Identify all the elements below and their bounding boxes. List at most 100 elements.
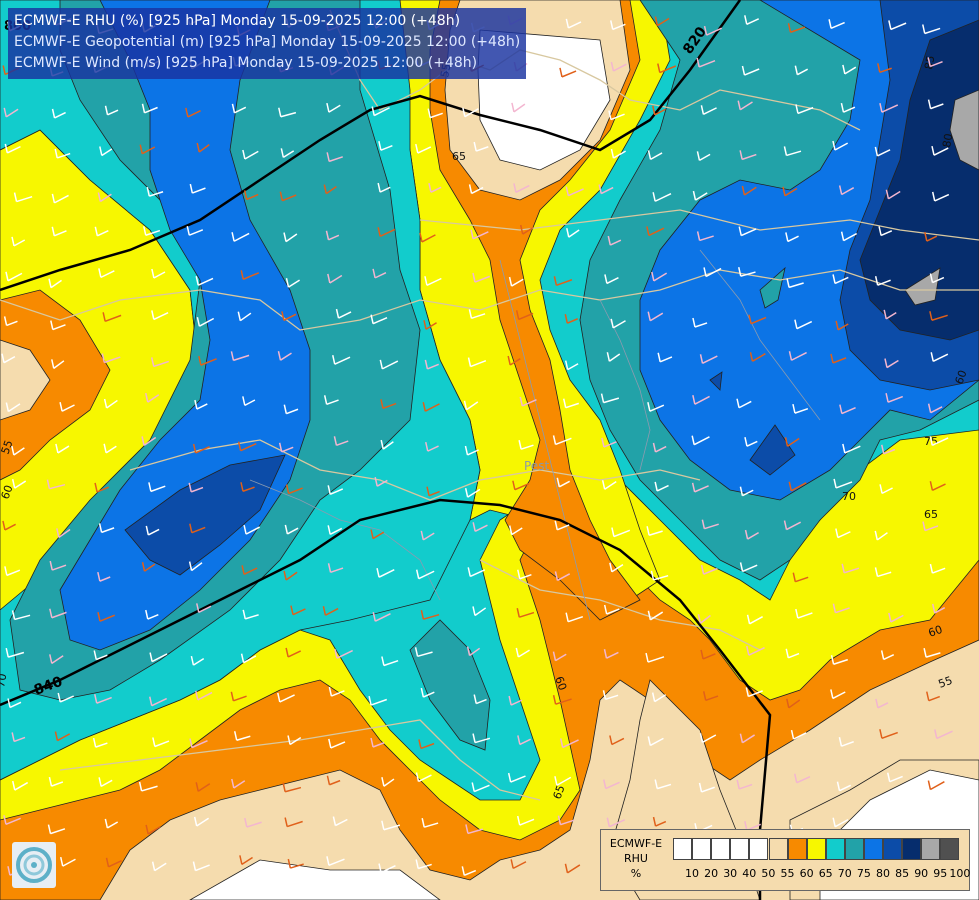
wind-barb — [875, 698, 889, 709]
wind-barb — [48, 278, 62, 289]
wind-barb — [830, 655, 848, 665]
swirl-icon — [16, 847, 52, 883]
wind-barb — [696, 231, 714, 242]
wind-barb — [700, 649, 716, 660]
wind-barb — [885, 393, 904, 403]
wind-barb — [415, 859, 432, 870]
wind-barb — [148, 482, 166, 493]
wind-barb — [931, 603, 946, 614]
wind-barb — [420, 610, 440, 620]
wind-barb — [608, 110, 625, 121]
wind-barb — [323, 184, 337, 195]
wind-barb — [239, 855, 253, 866]
wind-barb — [749, 352, 766, 362]
wind-barb — [934, 729, 953, 740]
wind-barb — [377, 182, 391, 193]
wind-barb — [738, 267, 756, 277]
wind-barb — [230, 691, 247, 702]
wind-barb — [792, 572, 809, 583]
wind-barb — [508, 695, 523, 706]
wind-barb — [692, 317, 708, 328]
wind-barb — [609, 562, 624, 573]
wind-barb — [519, 396, 537, 407]
wind-barb — [145, 824, 161, 835]
wind-barb — [610, 318, 626, 329]
wind-barb — [195, 782, 211, 792]
wind-barb — [193, 816, 210, 827]
wind-barb — [461, 866, 477, 877]
wind-barb — [4, 143, 21, 154]
wind-barb — [102, 312, 122, 322]
humidity-label: 55 — [937, 674, 955, 691]
wind-barb — [54, 731, 71, 742]
wind-barb — [277, 351, 292, 361]
wind-barb — [284, 524, 299, 535]
wind-barb — [59, 401, 75, 412]
wind-barb — [885, 189, 901, 200]
legend-swatch — [787, 838, 807, 860]
wind-barb — [877, 63, 892, 74]
wind-barb — [931, 191, 950, 202]
wind-barb — [368, 695, 388, 706]
wind-barb — [511, 102, 526, 113]
wind-barb — [736, 779, 753, 790]
wind-barb — [565, 18, 582, 29]
wind-barb — [794, 319, 813, 330]
legend-tick-label: 50 — [761, 867, 776, 880]
wind-barb — [380, 399, 397, 410]
wind-barb — [606, 817, 626, 828]
wind-barb — [243, 524, 260, 535]
wind-barb — [427, 108, 443, 119]
legend-title-model: ECMWF-E — [609, 837, 663, 850]
wind-barb — [143, 226, 161, 236]
wind-barb — [327, 485, 344, 496]
rh-band-85-90-east — [859, 19, 979, 341]
wind-barb — [243, 190, 259, 201]
legend-swatch — [844, 838, 864, 860]
wind-barb — [739, 150, 757, 161]
header-line-geopotential: ECMWF-E Geopotential (m) [925 hPa] Monda… — [14, 34, 521, 50]
humidity-label: 60 — [927, 623, 945, 640]
wind-barb — [57, 692, 74, 703]
wind-barb — [188, 482, 204, 493]
legend-swatch — [692, 838, 712, 860]
wind-barb — [785, 232, 799, 243]
wind-barb — [376, 568, 395, 578]
wind-barb — [47, 824, 66, 835]
wind-barb — [788, 351, 807, 361]
wind-barb — [701, 519, 719, 530]
wind-barb — [744, 437, 758, 447]
wind-barb — [700, 105, 717, 116]
wind-barb — [378, 140, 393, 151]
wind-barb — [104, 105, 119, 116]
wind-barb — [883, 309, 897, 320]
wind-barb — [282, 782, 302, 793]
wind-barb — [652, 442, 667, 453]
wind-barb — [832, 817, 849, 828]
wind-barb — [97, 612, 116, 622]
wind-barb — [371, 106, 390, 117]
wind-barb — [929, 311, 948, 321]
wind-barb — [97, 571, 111, 582]
wind-barb — [323, 395, 339, 405]
wind-barb — [647, 311, 664, 322]
wind-barb — [606, 352, 621, 362]
wind-barb — [141, 103, 158, 114]
wind-barb — [190, 655, 205, 666]
wind-barb — [794, 773, 811, 784]
wind-barb — [835, 528, 851, 539]
wind-barb — [881, 444, 896, 455]
wind-barb — [654, 481, 669, 492]
wind-barb — [56, 528, 71, 539]
wind-barb — [601, 437, 617, 448]
legend-tick-label: 70 — [837, 867, 852, 880]
rhu-legend: ECMWF-E RHU % 10 20 30 40 50 55 60 65 70 75 80 85 90… — [600, 829, 970, 891]
wind-barb — [419, 232, 436, 243]
wind-barb — [186, 225, 204, 236]
wind-barb — [784, 437, 800, 447]
legend-swatch — [768, 838, 788, 860]
wind-barb — [468, 309, 486, 320]
wind-barb — [50, 320, 66, 331]
wind-barb — [59, 856, 76, 867]
